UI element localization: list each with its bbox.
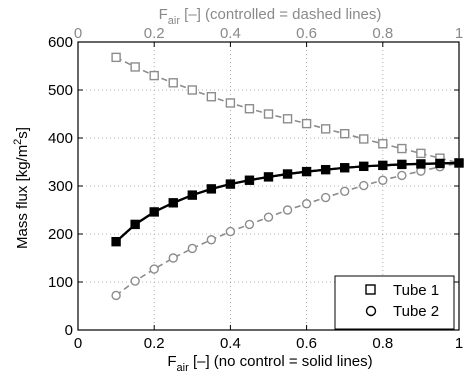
- y-tick-label: 0: [65, 322, 73, 339]
- y-tick-label: 200: [48, 226, 73, 243]
- series-3: [113, 160, 462, 245]
- y-tick-label: 500: [48, 82, 73, 99]
- data-point-circle: [320, 192, 331, 203]
- x-tick-label-top: 0: [74, 25, 82, 42]
- data-point-circle: [263, 212, 274, 222]
- x-tick-label-bottom: 0.2: [144, 335, 165, 352]
- x-tick-label-top: 0.6: [296, 25, 317, 42]
- data-point-circle: [227, 181, 234, 187]
- data-point-square: [187, 85, 198, 95]
- data-point-circle: [170, 199, 177, 206]
- data-point-square: [263, 109, 274, 119]
- legend-label-tube-2: Tube 2: [393, 303, 439, 320]
- x-tick-label-bottom: 0.4: [220, 335, 241, 352]
- y-axis-title: Mass flux [kg/m2s]: [12, 127, 31, 249]
- data-point-square: [397, 143, 407, 154]
- series-layer: [111, 52, 464, 301]
- data-point-square: [282, 114, 293, 124]
- x-tick-label-bottom: 1: [455, 335, 463, 352]
- data-point-circle: [398, 161, 405, 168]
- data-point-circle: [246, 177, 253, 184]
- series-line-0: [115, 56, 460, 164]
- x-tick-label-top: 0.2: [144, 25, 165, 42]
- data-point-square: [130, 62, 140, 72]
- data-point-circle: [132, 221, 139, 228]
- data-point-circle: [359, 180, 369, 191]
- x-tick-label-bottom: 0: [74, 335, 82, 352]
- y-tick-label: 100: [48, 274, 73, 291]
- data-point-square: [206, 92, 217, 102]
- data-point-square: [111, 52, 121, 63]
- x-tick-label-top: 0.8: [372, 25, 393, 42]
- data-point-circle: [397, 170, 407, 181]
- y-tick-label: 300: [48, 178, 73, 195]
- data-point-circle: [437, 160, 443, 167]
- x-tick-label-top: 1: [455, 25, 463, 42]
- data-point-circle: [113, 238, 120, 245]
- data-point-circle: [301, 199, 312, 209]
- x-tick-label-bottom: 0.6: [296, 335, 317, 352]
- data-point-circle: [456, 160, 462, 166]
- data-point-square: [320, 124, 331, 134]
- data-point-square: [149, 70, 159, 81]
- series-0: [111, 52, 464, 168]
- y-tick-label: 400: [48, 130, 73, 147]
- data-point-circle: [189, 192, 196, 199]
- data-point-circle: [379, 162, 386, 169]
- data-point-square: [168, 78, 178, 88]
- x-tick-label-top: 0.4: [220, 25, 241, 42]
- data-point-circle: [282, 205, 293, 215]
- legend-circle-marker: [365, 305, 377, 317]
- legend-box: [334, 275, 455, 330]
- y-tick-label: 600: [48, 34, 73, 51]
- data-point-circle: [341, 164, 348, 171]
- data-point-square: [340, 128, 350, 139]
- x-tick-label-bottom: 0.8: [372, 335, 393, 352]
- data-point-circle: [208, 185, 215, 192]
- data-point-circle: [284, 171, 291, 177]
- data-point-square: [301, 118, 312, 129]
- legend-label-tube-1: Tube 1: [393, 282, 439, 299]
- data-point-circle: [417, 161, 424, 167]
- data-point-square: [359, 134, 369, 144]
- data-point-circle: [206, 235, 217, 245]
- data-point-circle: [149, 264, 159, 274]
- data-point-circle: [340, 186, 350, 196]
- data-point-circle: [378, 175, 388, 185]
- legend: Tube 1 Tube 2: [334, 275, 455, 330]
- data-point-square: [378, 139, 388, 149]
- data-point-square: [244, 104, 255, 114]
- data-point-circle: [303, 168, 310, 175]
- bottom-axis-title: Fair [–] (no control = solid lines): [167, 353, 372, 374]
- data-point-circle: [322, 166, 329, 173]
- data-point-circle: [187, 243, 198, 254]
- data-point-circle: [130, 276, 140, 286]
- data-point-square: [416, 148, 426, 159]
- data-point-circle: [151, 209, 158, 215]
- axis-ticks: 000.20.20.40.40.60.60.80.811010020030040…: [48, 25, 463, 352]
- data-point-circle: [111, 290, 121, 301]
- data-point-square: [225, 98, 236, 108]
- data-point-circle: [244, 219, 255, 230]
- data-point-circle: [265, 173, 272, 180]
- data-point-circle: [168, 253, 178, 263]
- top-axis-title: Fair [–] (controlled = dashed lines): [159, 6, 382, 27]
- data-point-circle: [225, 226, 236, 237]
- legend-square-marker: [365, 284, 376, 295]
- data-point-circle: [360, 163, 367, 170]
